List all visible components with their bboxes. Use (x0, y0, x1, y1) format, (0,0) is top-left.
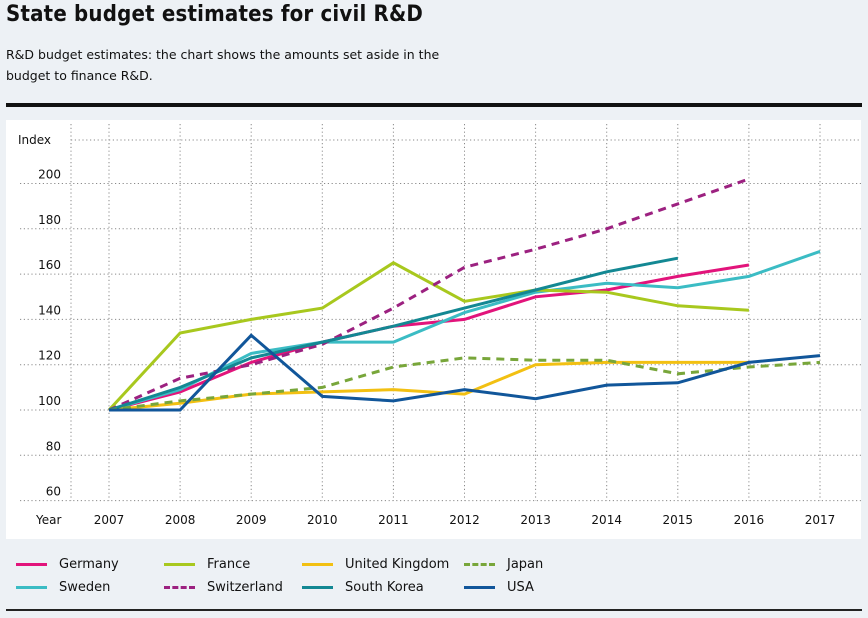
y-tick-label: 160 (38, 258, 61, 272)
legend-swatch (302, 585, 333, 589)
series-lines (107, 177, 821, 412)
x-tick-label: 2012 (449, 513, 480, 527)
legend-label: South Korea (345, 579, 424, 595)
legend-label: United Kingdom (345, 556, 450, 572)
x-tick-label: 2008 (165, 513, 196, 527)
y-tick-label: 60 (46, 485, 61, 499)
legend-swatch (16, 562, 47, 566)
legend-item-south-korea: South Korea (302, 576, 424, 598)
y-tick-label: 180 (38, 213, 61, 227)
x-tick-label: 2015 (663, 513, 694, 527)
legend-swatch (164, 562, 195, 566)
legend-label: Sweden (59, 579, 111, 595)
bottom-divider (6, 609, 862, 611)
legend-label: Japan (507, 556, 544, 572)
x-tick-label: 2011 (378, 513, 409, 527)
legend-swatch (302, 562, 333, 566)
x-tick-label: 2013 (520, 513, 551, 527)
x-axis-ticks: 2007 2008 2009 2010 2011 2012 2013 2014 2015 2016… (94, 513, 836, 527)
legend-item-switzerland: Switzerland (164, 576, 283, 598)
legend-item-japan: Japan (464, 553, 543, 575)
x-axis-label: Year (35, 513, 61, 527)
chart-subtitle: R&D budget estimates: the chart shows th… (6, 47, 440, 83)
y-tick-label: 80 (46, 439, 61, 453)
legend-label: Switzerland (207, 579, 283, 595)
y-axis-label: Index (18, 133, 51, 147)
y-axis-ticks: 60 80 100 120 140 160 180 200 (38, 168, 61, 499)
gridlines (20, 124, 861, 502)
y-tick-label: 200 (38, 168, 61, 182)
legend-swatch (464, 562, 495, 566)
x-tick-label: 2010 (307, 513, 338, 527)
legend-item-france: France (164, 553, 250, 575)
top-divider (6, 103, 862, 107)
series-line-japan (108, 356, 821, 412)
legend-swatch (164, 585, 195, 589)
legend-item-sweden: Sweden (16, 576, 110, 598)
legend-label: Germany (59, 556, 119, 572)
y-tick-label: 140 (38, 303, 61, 317)
series-line-sweden (108, 249, 821, 412)
legend-item-united-kingdom: United Kingdom (302, 553, 449, 575)
x-tick-label: 2009 (236, 513, 267, 527)
x-tick-label: 2017 (805, 513, 836, 527)
x-tick-label: 2007 (94, 513, 125, 527)
y-tick-label: 120 (38, 349, 61, 363)
chart-title: State budget estimates for civil R&D (6, 2, 424, 27)
series-line-united-kingdom (108, 360, 749, 412)
legend-item-germany: Germany (16, 553, 119, 575)
y-tick-label: 100 (38, 394, 61, 408)
series-line-germany (108, 263, 750, 412)
series-line-south-korea (108, 256, 679, 412)
x-tick-label: 2016 (734, 513, 765, 527)
legend: Germany Sweden France Switzerland United… (0, 550, 868, 600)
legend-swatch (464, 585, 495, 589)
series-line-usa (109, 333, 821, 412)
legend-item-usa: USA (464, 576, 534, 598)
series-line-france (107, 261, 749, 412)
legend-label: USA (507, 579, 534, 595)
x-tick-label: 2014 (591, 513, 622, 527)
legend-swatch (16, 585, 47, 589)
legend-label: France (207, 556, 251, 572)
